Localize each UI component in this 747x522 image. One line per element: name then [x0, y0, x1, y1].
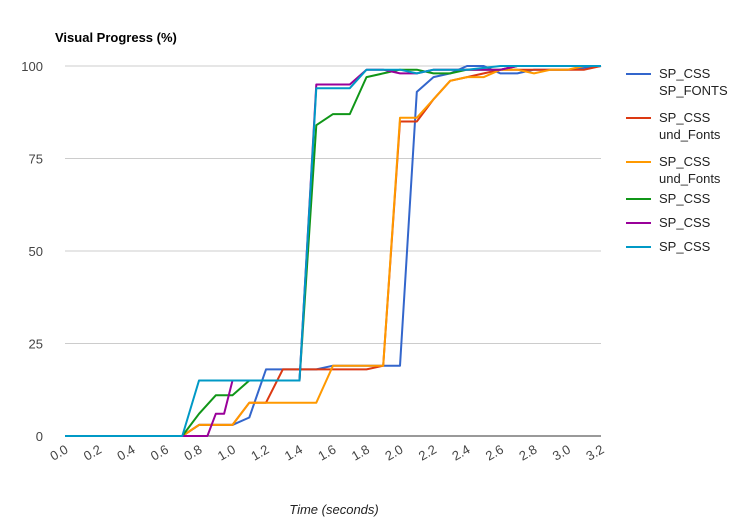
- x-tick-label: 3.2: [583, 442, 606, 464]
- series-lines: [65, 65, 602, 437]
- chart-title: Visual Progress (%): [55, 30, 177, 45]
- x-tick-label: 2.0: [382, 442, 405, 464]
- x-axis-ticks: 0.0 0.2 0.4 0.6 0.8 1.0 1.2 1.4 1.6 1.8 2.0 2.2 2.4 2…: [47, 442, 606, 464]
- x-tick-label: 2.4: [449, 442, 472, 464]
- y-tick-label: 100: [21, 59, 43, 74]
- legend-item: SP_CSS: [626, 215, 711, 230]
- y-tick-label: 75: [29, 152, 43, 167]
- y-axis-ticks: 0 25 50 75 100: [21, 59, 43, 444]
- series-line-1: [65, 65, 602, 437]
- legend-label: SP_CSS: [659, 191, 711, 206]
- legend-item: SP_CSS: [626, 191, 711, 206]
- x-tick-label: 2.2: [416, 442, 439, 464]
- x-tick-label: 3.0: [550, 442, 573, 464]
- legend-item: SP_CSS: [626, 239, 711, 254]
- x-tick-label: 1.2: [248, 442, 271, 464]
- x-tick-label: 1.6: [315, 442, 338, 464]
- y-tick-label: 50: [29, 244, 43, 259]
- legend-item: SP_CSS und_Fonts: [626, 110, 721, 142]
- legend-label: SP_CSS und_Fonts: [659, 154, 721, 186]
- x-tick-label: 2.8: [516, 442, 539, 464]
- legend-label: SP_CSS SP_FONTS: [659, 66, 728, 98]
- gridlines: [65, 65, 601, 437]
- x-tick-label: 0.6: [148, 442, 171, 464]
- legend-label: SP_CSS: [659, 239, 711, 254]
- x-tick-label: 0.8: [181, 442, 204, 464]
- series-line-6: [65, 65, 601, 437]
- x-tick-label: 0.0: [47, 442, 70, 464]
- legend-item: SP_CSS und_Fonts: [626, 154, 721, 186]
- legend-label: SP_CSS: [659, 215, 711, 230]
- x-tick-label: 1.4: [282, 442, 305, 464]
- y-tick-label: 0: [36, 429, 43, 444]
- x-tick-label: 0.4: [114, 442, 137, 464]
- x-tick-label: 2.6: [483, 442, 506, 464]
- x-tick-label: 1.0: [215, 442, 238, 464]
- x-tick-label: 0.2: [81, 442, 104, 464]
- y-tick-label: 25: [29, 337, 43, 352]
- legend-item: SP_CSS SP_FONTS: [626, 66, 728, 98]
- x-axis-label: Time (seconds): [289, 502, 378, 517]
- x-tick-label: 1.8: [349, 442, 372, 464]
- legend: SP_CSS SP_FONTS SP_CSS und_Fonts SP_CSS und_F…: [626, 66, 728, 254]
- legend-label: SP_CSS und_Fonts: [659, 110, 721, 142]
- series-line-3: [65, 65, 601, 437]
